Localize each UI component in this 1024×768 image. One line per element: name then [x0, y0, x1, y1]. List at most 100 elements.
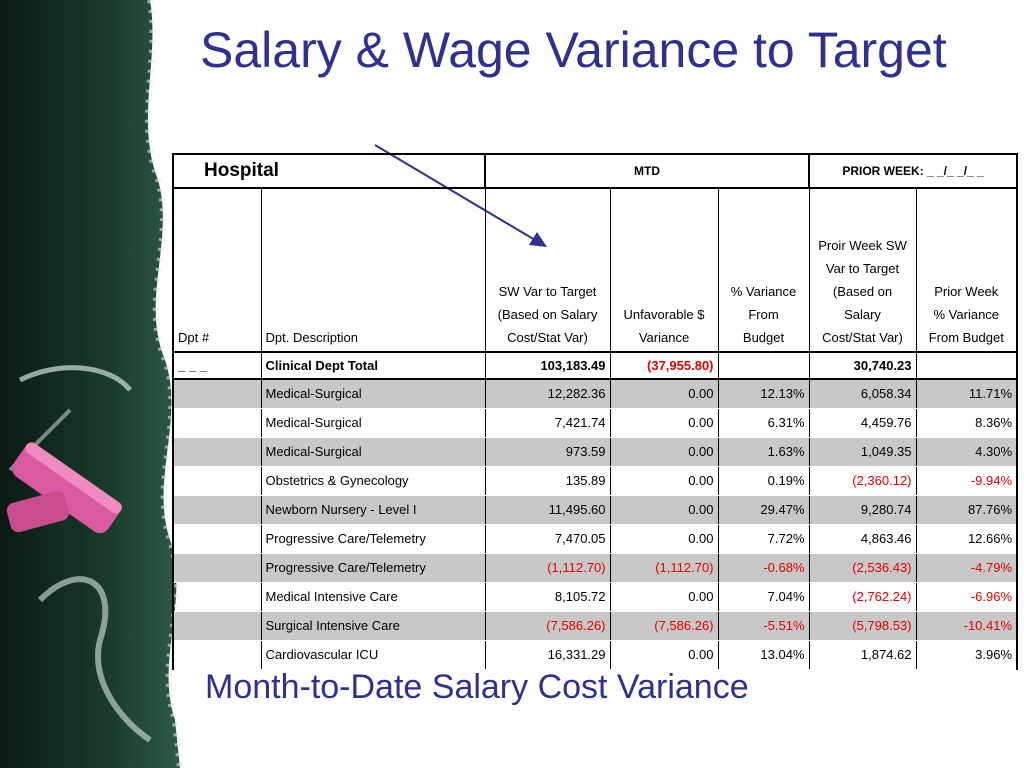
table-row: Progressive Care/Telemetry 7,470.05 0.00 7.… — [172, 524, 1019, 554]
cell-desc: Progressive Care/Telemetry — [261, 524, 486, 554]
cell-sw-var: (7,586.26) — [485, 611, 611, 641]
cell-dpt-num — [172, 553, 262, 583]
header-line: Cost/Stat Var) — [507, 330, 588, 345]
cell-pct-var: 1.63% — [718, 437, 810, 467]
cell-desc: Obstetrics & Gynecology — [261, 466, 486, 496]
table-row: Medical-Surgical 7,421.74 0.00 6.31% 4,459.7… — [172, 408, 1019, 438]
cell-sw-var: 7,470.05 — [485, 524, 611, 554]
total-sw-var: 103,183.49 — [485, 352, 611, 380]
cell-unfav: 0.00 — [610, 640, 719, 670]
cell-pct-var: 0.19% — [718, 466, 810, 496]
header-line: % Variance — [730, 284, 797, 299]
cell-prior-pct: -4.79% — [916, 553, 1019, 583]
mtd-header: MTD — [484, 153, 811, 189]
header-line: Cost/Stat Var) — [822, 330, 903, 345]
table-row: Medical-Surgical 973.59 0.00 1.63% 1,049.35 4… — [172, 437, 1019, 467]
cell-prior-sw: (2,762.24) — [809, 582, 917, 612]
cell-prior-sw: 4,863.46 — [809, 524, 917, 554]
cell-pct-var: 13.04% — [718, 640, 810, 670]
cell-desc: Cardiovascular ICU — [261, 640, 486, 670]
cell-sw-var: 135.89 — [485, 466, 611, 496]
cell-pct-var: 29.47% — [718, 495, 810, 525]
header-line: SW Var to Target — [498, 284, 597, 299]
chalkboard-decoration — [0, 0, 183, 768]
cell-prior-sw: 1,874.62 — [809, 640, 917, 670]
cell-unfav: 0.00 — [610, 582, 719, 612]
cell-prior-pct: 87.76% — [916, 495, 1019, 525]
cell-prior-pct: 4.30% — [916, 437, 1019, 467]
cell-prior-sw: 1,049.35 — [809, 437, 917, 467]
cell-sw-var: 7,421.74 — [485, 408, 611, 438]
cell-unfav: 0.00 — [610, 408, 719, 438]
cell-sw-var: (1,112.70) — [485, 553, 611, 583]
cell-sw-var: 973.59 — [485, 437, 611, 467]
header-line: Prior Week — [934, 284, 999, 299]
table-row: Medical-Surgical 12,282.36 0.00 12.13% 6,058… — [172, 379, 1019, 409]
header-line: Var to Target — [825, 261, 900, 276]
total-desc: Clinical Dept Total — [261, 352, 486, 380]
cell-prior-sw: 9,280.74 — [809, 495, 917, 525]
header-line: Unfavorable $ — [623, 307, 705, 322]
cell-dpt-num — [172, 408, 262, 438]
header-line: (Based on Salary — [497, 307, 598, 322]
table-row: Cardiovascular ICU 16,331.29 0.00 13.04% 1,8… — [172, 640, 1019, 670]
cell-prior-pct: 3.96% — [916, 640, 1019, 670]
header-line: Budget — [742, 330, 785, 345]
table-row: Obstetrics & Gynecology 135.89 0.00 0.19% (2… — [172, 466, 1019, 496]
cell-dpt-num — [172, 379, 262, 409]
cell-pct-var: -0.68% — [718, 553, 810, 583]
col-header-unfavorable: Unfavorable $ Variance — [610, 188, 719, 353]
cell-unfav: 0.00 — [610, 437, 719, 467]
cell-prior-sw: 6,058.34 — [809, 379, 917, 409]
total-row: _ _ _ Clinical Dept Total 103,183.49 (37… — [172, 352, 1019, 380]
cell-prior-pct: 11.71% — [916, 379, 1019, 409]
cell-dpt-num — [172, 524, 262, 554]
cell-pct-var: 12.13% — [718, 379, 810, 409]
header-line: Proir Week SW — [818, 238, 907, 253]
chalk-piece-icon — [12, 442, 122, 534]
header-line: From — [748, 307, 779, 322]
cell-prior-pct: 12.66% — [916, 524, 1019, 554]
table-row: Newborn Nursery - Level I 11,495.60 0.00 29… — [172, 495, 1019, 525]
cell-dpt-num — [172, 466, 262, 496]
cell-sw-var: 12,282.36 — [485, 379, 611, 409]
cell-sw-var: 16,331.29 — [485, 640, 611, 670]
total-dpt: _ _ _ — [172, 352, 262, 380]
cell-dpt-num — [172, 611, 262, 641]
cell-sw-var: 8,105.72 — [485, 582, 611, 612]
cell-dpt-num — [172, 582, 262, 612]
cell-unfav: 0.00 — [610, 524, 719, 554]
cell-prior-pct: 8.36% — [916, 408, 1019, 438]
cell-prior-pct: -9.94% — [916, 466, 1019, 496]
cell-pct-var: -5.51% — [718, 611, 810, 641]
header-line: (Based on — [832, 284, 893, 299]
cell-pct-var: 6.31% — [718, 408, 810, 438]
cell-pct-var: 7.04% — [718, 582, 810, 612]
hospital-header: Hospital — [171, 153, 486, 189]
cell-desc: Newborn Nursery - Level I — [261, 495, 486, 525]
col-header-prior-sw-var: Proir Week SW Var to Target (Based on Sa… — [809, 188, 917, 353]
variance-table: Hospital MTD PRIOR WEEK: _ _/_ _/_ _ Dpt… — [171, 153, 1019, 670]
cell-desc: Progressive Care/Telemetry — [261, 553, 486, 583]
cell-prior-sw: (2,360.12) — [809, 466, 917, 496]
cell-desc: Medical-Surgical — [261, 437, 486, 467]
table-row: Progressive Care/Telemetry (1,112.70) (1,1… — [172, 553, 1019, 583]
cell-prior-sw: (2,536.43) — [809, 553, 917, 583]
header-line: % Variance — [933, 307, 1000, 322]
cell-prior-pct: -6.96% — [916, 582, 1019, 612]
prior-week-header: PRIOR WEEK: _ _/_ _/_ _ — [809, 153, 1019, 189]
cell-dpt-num — [172, 437, 262, 467]
cell-dpt-num — [172, 640, 262, 670]
total-unfav: (37,955.80) — [610, 352, 719, 380]
cell-unfav: (7,586.26) — [610, 611, 719, 641]
cell-desc: Medical-Surgical — [261, 408, 486, 438]
cell-unfav: 0.00 — [610, 379, 719, 409]
col-header-prior-pct: Prior Week % Variance From Budget — [916, 188, 1019, 353]
slide-subtitle: Month-to-Date Salary Cost Variance — [205, 668, 749, 706]
table-row: Surgical Intensive Care (7,586.26) (7,586.… — [172, 611, 1019, 641]
cell-desc: Medical Intensive Care — [261, 582, 486, 612]
cell-prior-sw: (5,798.53) — [809, 611, 917, 641]
total-prior-sw: 30,740.23 — [809, 352, 917, 380]
cell-dpt-num — [172, 495, 262, 525]
cell-unfav: (1,112.70) — [610, 553, 719, 583]
